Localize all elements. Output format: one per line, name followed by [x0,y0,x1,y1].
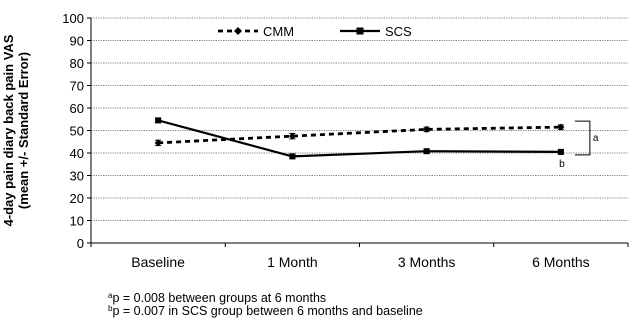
y-axis-title: 4-day pain diary back pain VAS [1,34,16,226]
data-point-scs [557,148,564,155]
footnote-a-text: p = 0.008 between groups at 6 months [112,291,327,305]
x-tick-label: Baseline [131,254,185,270]
legend-item-scs: SCS [340,24,412,39]
footnote-a: ap = 0.008 between groups at 6 months [108,289,326,305]
footnote-b-marker: b [108,304,113,313]
y-tick-label: 10 [70,214,84,229]
y-tick-label: 30 [70,169,84,184]
x-tick-label: 1 Month [267,254,318,270]
footnote-b-text: p = 0.007 in SCS group between 6 months … [112,304,423,318]
data-point-cmm [557,123,565,131]
data-point-scs [155,117,162,124]
y-tick-label: 60 [70,101,84,116]
footnote-b: bp = 0.007 in SCS group between 6 months… [108,302,423,318]
x-tick-label: 6 Months [532,254,590,270]
y-tick-label: 50 [70,124,84,139]
annotation-label-a: a [593,133,599,144]
legend-label: CMM [263,24,294,39]
data-point-cmm [288,132,296,140]
y-tick-label: 0 [77,236,84,251]
y-tick-label: 90 [70,34,84,49]
x-tick-label: 3 Months [398,254,456,270]
y-tick-label: 80 [70,56,84,71]
annotation-label-b: b [559,159,565,170]
y-axis-title: (mean +/- Standard Error) [16,52,31,209]
data-point-cmm [423,125,431,133]
data-point-scs [289,153,296,160]
legend-item-cmm: CMM [218,24,294,39]
legend-marker [356,27,364,35]
y-tick-label: 70 [70,79,84,94]
legend-label: SCS [385,24,412,39]
series-line-scs [157,119,561,158]
data-point-cmm [154,139,162,147]
series-line-cmm [158,125,561,145]
y-tick-label: 20 [70,191,84,206]
data-point-scs [423,148,430,155]
footnote-a-marker: a [108,291,113,300]
annotation-bracket [574,120,591,156]
y-tick-label: 40 [70,146,84,161]
legend-marker [234,27,242,35]
y-tick-label: 100 [62,11,84,26]
